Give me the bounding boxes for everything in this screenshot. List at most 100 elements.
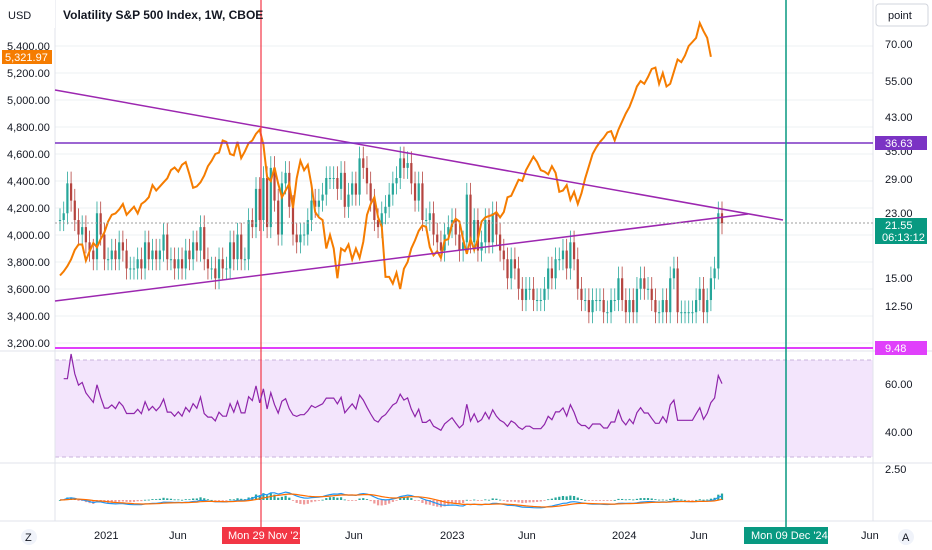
candle-body (598, 300, 602, 302)
macd-hist-bar (506, 500, 509, 502)
macd-hist-bar (720, 493, 724, 500)
descending-trendline[interactable] (54, 89, 784, 221)
macd-hist-bar (229, 499, 232, 501)
left-tick: 4,200.00 (7, 203, 50, 215)
macd-hist-bar (473, 499, 476, 501)
macd-hist-bar (384, 500, 387, 505)
macd-hist-bar (217, 500, 221, 501)
candle-body (62, 213, 65, 221)
macd-hist-bar (469, 500, 472, 501)
zoom-icon-label: Z (25, 532, 32, 544)
macd-hist-bar (365, 499, 369, 500)
time-tick: 2021 (94, 530, 118, 542)
macd-hist-bar (676, 498, 679, 500)
candle-body (321, 194, 324, 201)
macd-hist-bar (617, 498, 620, 500)
macd-hist-bar (428, 500, 431, 505)
candle-body (487, 220, 491, 243)
candle-body (528, 288, 531, 290)
macd-hist-bar (143, 499, 147, 501)
candle-body (306, 220, 309, 235)
right-tick: 23.00 (885, 208, 913, 220)
left-tick: 5,000.00 (7, 95, 50, 107)
candle-body (635, 288, 639, 313)
candle-body (465, 194, 468, 243)
macd-hist-bar (584, 499, 587, 501)
macd-hist-bar (147, 499, 150, 501)
candle-body (421, 183, 424, 221)
candle-body (584, 300, 587, 302)
candle-body (628, 300, 631, 313)
candle-body (132, 268, 136, 270)
candle-body (92, 250, 95, 260)
macd-hist-bar (162, 497, 165, 500)
candle-body (73, 200, 76, 221)
macd-hist-bar (195, 498, 198, 500)
candle-body (339, 172, 343, 189)
candle-body (199, 227, 202, 251)
right-tick: 12.50 (885, 301, 913, 313)
right-tick: 55.00 (885, 76, 913, 88)
macd-hist-bar (362, 498, 365, 500)
macd-hist-bar (369, 500, 372, 502)
macd-hist-bar (613, 499, 616, 501)
candle-body (332, 178, 335, 180)
macd-hist-bar (450, 500, 454, 504)
candle-body (376, 220, 380, 228)
auto-scale-icon[interactable] (898, 529, 914, 545)
right-unit-button[interactable] (875, 3, 929, 27)
macd-hist-bar (484, 499, 487, 501)
candle-body (565, 250, 568, 269)
macd-hist-bar (132, 500, 136, 502)
candle-body (524, 288, 528, 301)
time-tick: Jun (861, 530, 879, 542)
macd-hist-bar (317, 500, 320, 501)
candle-body (495, 213, 498, 235)
left-tick: 3,200.00 (7, 338, 50, 350)
ascending-trendline[interactable] (54, 213, 749, 302)
candle-body (535, 300, 539, 302)
macd-hist-bar (273, 494, 276, 500)
candle-body (521, 288, 524, 301)
spx-value-badge (2, 50, 52, 64)
macd-hist-bar (524, 500, 528, 503)
macd-hist-bar (166, 498, 169, 500)
time-tick: Jun (169, 530, 187, 542)
candle-body (569, 242, 572, 269)
macd-hist-bar (180, 499, 184, 501)
macd-hist-bar (328, 497, 332, 500)
right-tick: 29.00 (885, 174, 913, 186)
macd-hist-bar (572, 496, 576, 500)
macd-hist-bar (417, 500, 420, 501)
candle-body (302, 234, 306, 236)
candle-body (498, 234, 502, 251)
macd-hist-bar (669, 498, 672, 500)
macd-hist-bar (672, 497, 676, 500)
candle-body (147, 242, 150, 260)
macd-hist-bar (277, 497, 280, 500)
candle-body (258, 188, 261, 221)
candle-body (402, 158, 406, 168)
macd-hist-bar (295, 500, 298, 503)
candle-body (247, 220, 250, 260)
candle-body (269, 167, 272, 228)
macd-hist-bar (140, 500, 143, 502)
candle-body (81, 227, 84, 235)
candle-body (184, 250, 187, 269)
macd-hist-bar (206, 499, 210, 501)
candle-body (162, 234, 165, 251)
candle-body (713, 268, 716, 279)
candle-body (595, 300, 598, 302)
macd-hist-bar (632, 499, 635, 501)
macd-hist-bar (550, 498, 553, 500)
zoom-icon[interactable] (21, 529, 37, 545)
candle-body (458, 234, 461, 251)
macd-hist-bar (513, 500, 517, 502)
candle-body (413, 183, 417, 201)
candle-body (676, 268, 679, 313)
macd-hist-bar (192, 498, 195, 500)
macd-hist-bar (240, 498, 243, 500)
candle-body (669, 278, 672, 313)
macd-hist-bar (299, 500, 302, 504)
